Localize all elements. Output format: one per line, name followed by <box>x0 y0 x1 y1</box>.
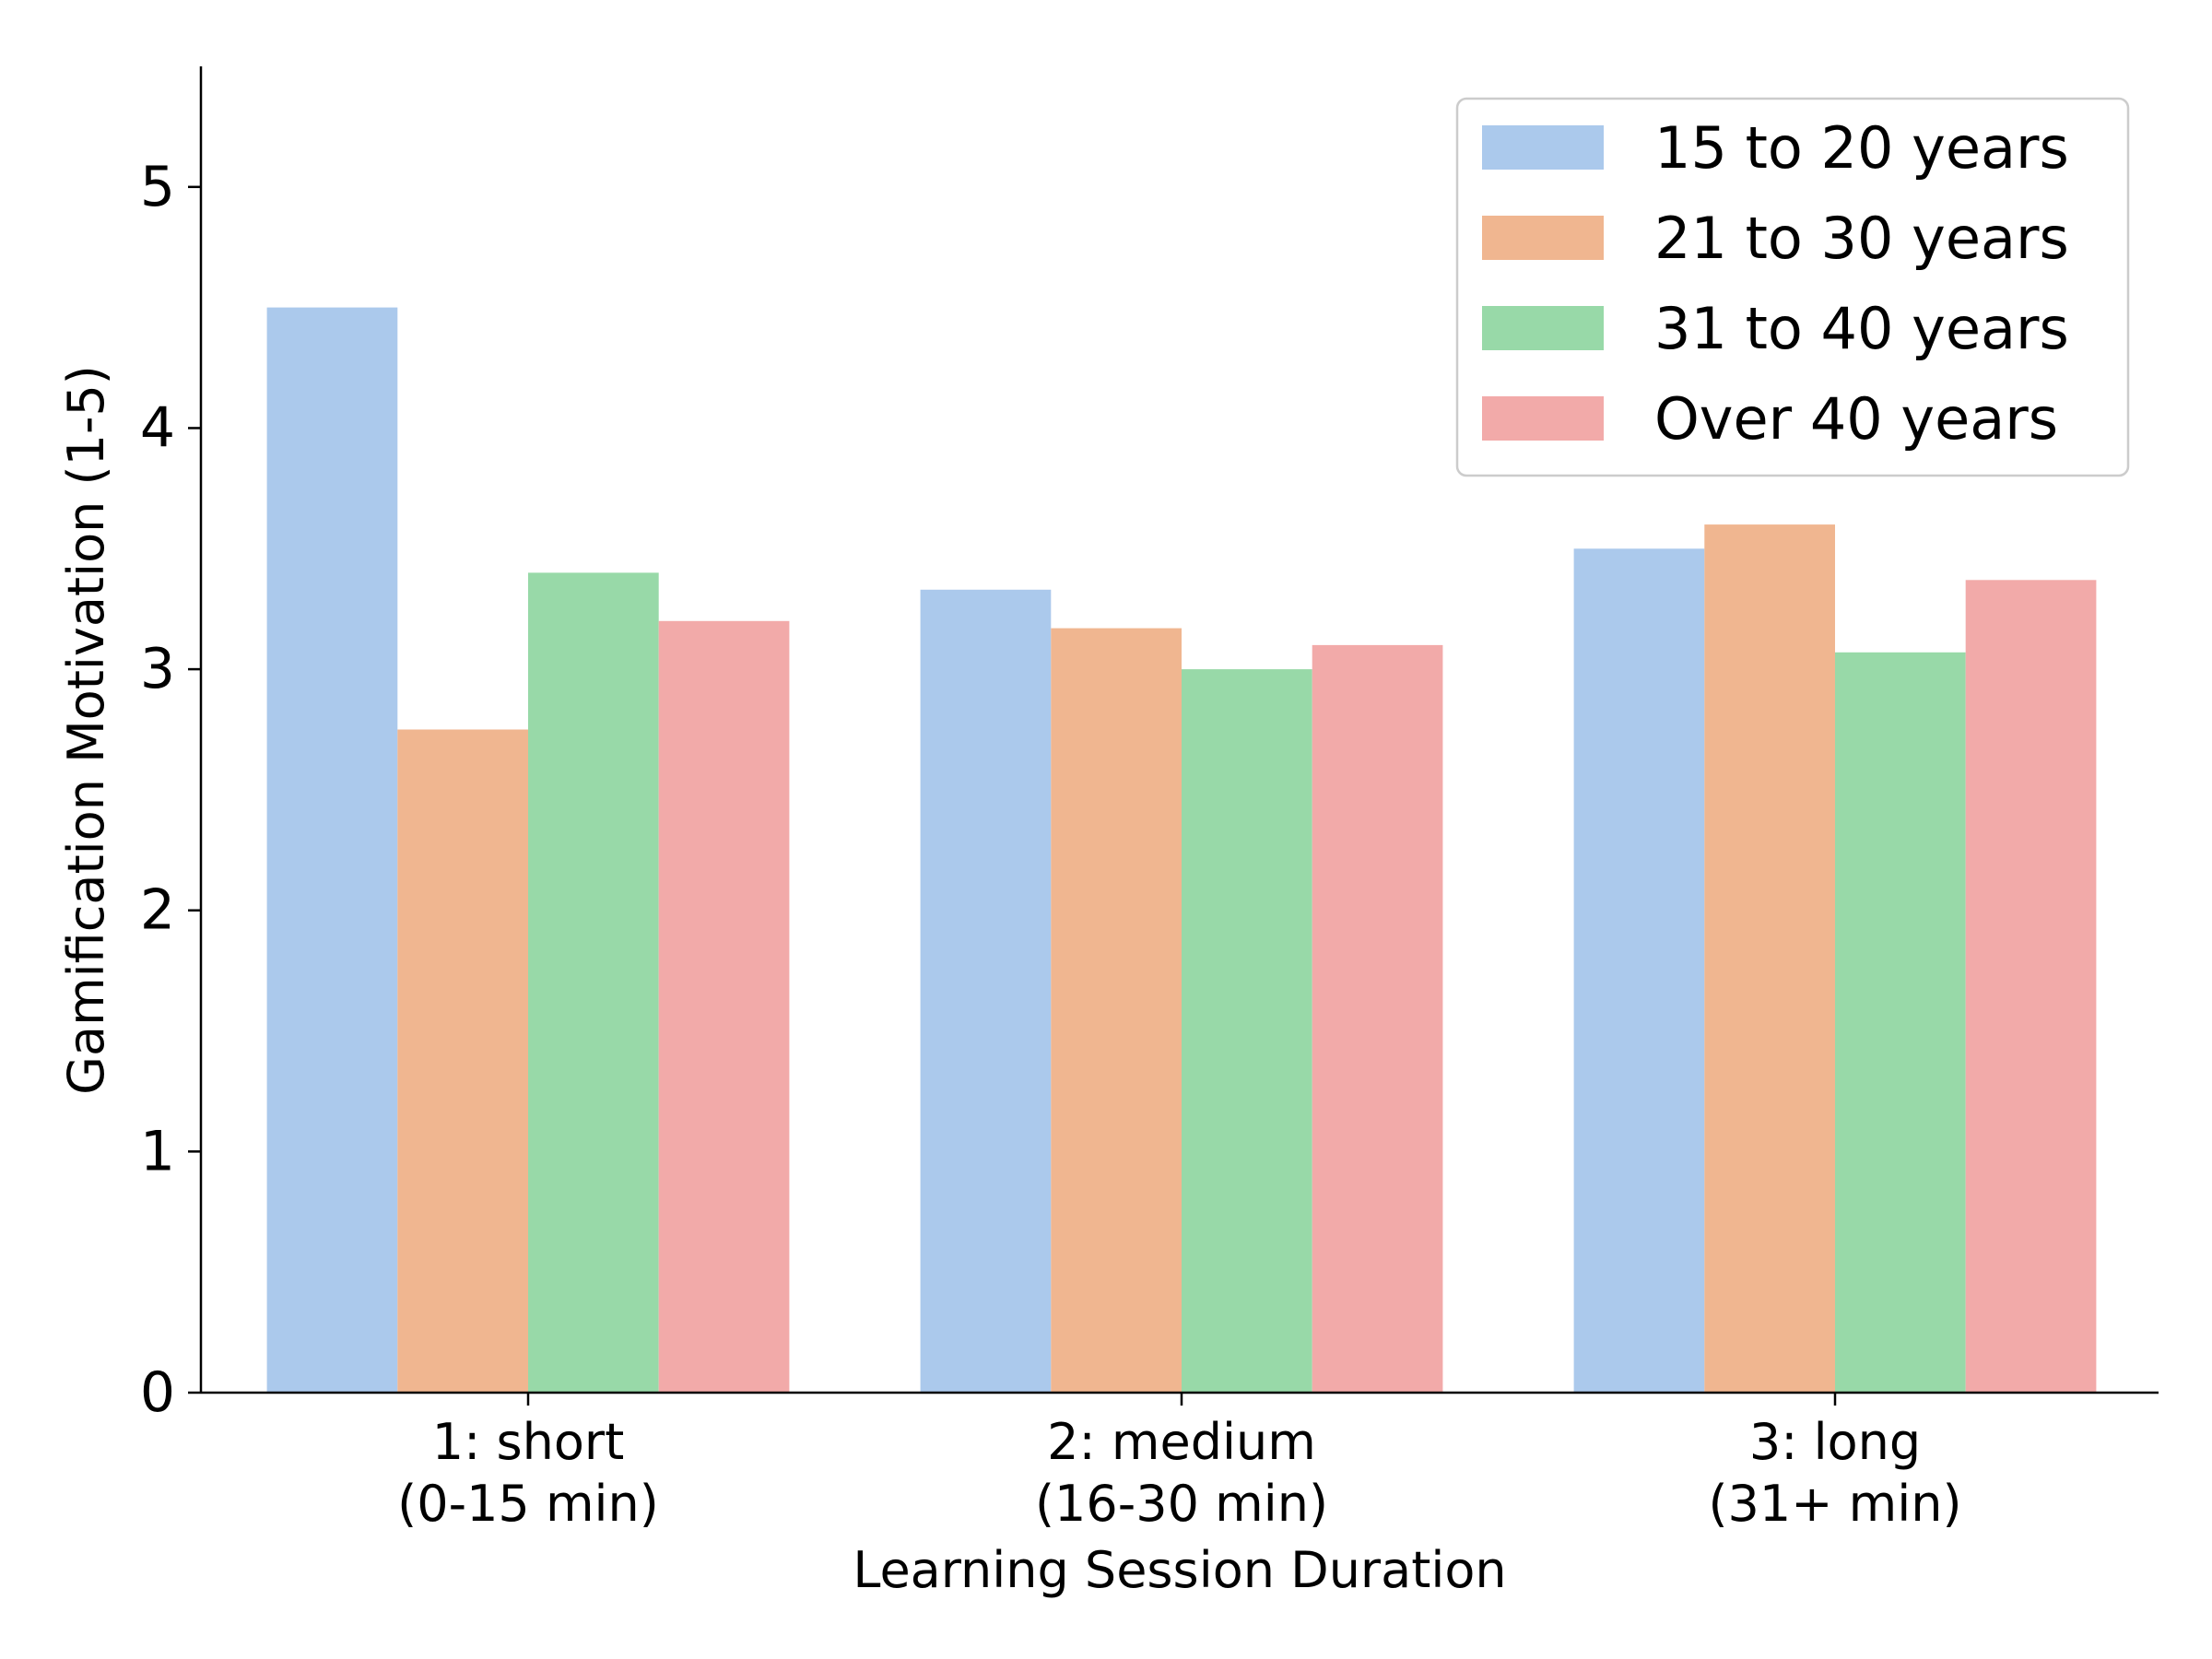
bar-over-40-years-cat-1 <box>658 620 790 1393</box>
x-tick-label: 3: long <box>1749 1413 1921 1471</box>
legend-swatch <box>1482 306 1604 350</box>
bar-31-to-40-years-cat-3 <box>1835 652 1966 1393</box>
x-tick-sublabel: (0-15 min) <box>397 1475 659 1533</box>
x-tick-sublabel: (31+ min) <box>1708 1475 1961 1533</box>
bar-15-to-20-years-cat-1 <box>266 307 398 1394</box>
bar-31-to-40-years-cat-1 <box>528 572 659 1393</box>
x-tick-sublabel: (16-30 min) <box>1035 1475 1328 1533</box>
legend-label: Over 40 years <box>1654 385 2058 453</box>
legend-label: 15 to 20 years <box>1654 114 2069 182</box>
legend-swatch <box>1482 125 1604 170</box>
bar-15-to-20-years-cat-2 <box>920 589 1052 1393</box>
legend-label: 31 to 40 years <box>1654 295 2069 362</box>
x-tick-label: 2: medium <box>1047 1413 1316 1471</box>
y-tick-label: 3 <box>140 637 175 701</box>
y-tick-label: 1 <box>140 1119 175 1183</box>
bar-15-to-20-years-cat-3 <box>1573 548 1705 1393</box>
legend-frame <box>1455 97 2130 477</box>
x-tick-label: 1: short <box>432 1413 625 1471</box>
y-tick-label: 2 <box>140 878 175 943</box>
bars-group <box>266 307 2097 1394</box>
legend-swatch <box>1482 216 1604 260</box>
y-tick-label: 4 <box>140 395 175 460</box>
bar-21-to-30-years-cat-3 <box>1704 524 1835 1393</box>
legend-swatch <box>1482 396 1604 441</box>
y-axis-label: Gamification Motivation (1-5) <box>57 365 115 1095</box>
bar-31-to-40-years-cat-2 <box>1182 669 1312 1393</box>
legend: 15 to 20 years 21 to 30 years 31 to 40 yea… <box>1455 97 2130 477</box>
y-tick-label: 5 <box>140 155 175 219</box>
bar-21-to-30-years-cat-2 <box>1051 628 1182 1393</box>
legend-label: 21 to 30 years <box>1654 205 2069 272</box>
y-ticks-group: 0 1 2 3 4 5 <box>140 155 201 1425</box>
y-tick-label: 0 <box>140 1360 175 1425</box>
bar-over-40-years-cat-3 <box>1965 580 2097 1393</box>
x-axis-label: Learning Session Duration <box>853 1541 1506 1599</box>
x-ticks-group: 1: short(0-15 min) 2: medium(16-30 min) 3:… <box>397 1393 1962 1533</box>
bar-21-to-30-years-cat-1 <box>397 729 528 1393</box>
bar-over-40-years-cat-2 <box>1312 644 1443 1393</box>
